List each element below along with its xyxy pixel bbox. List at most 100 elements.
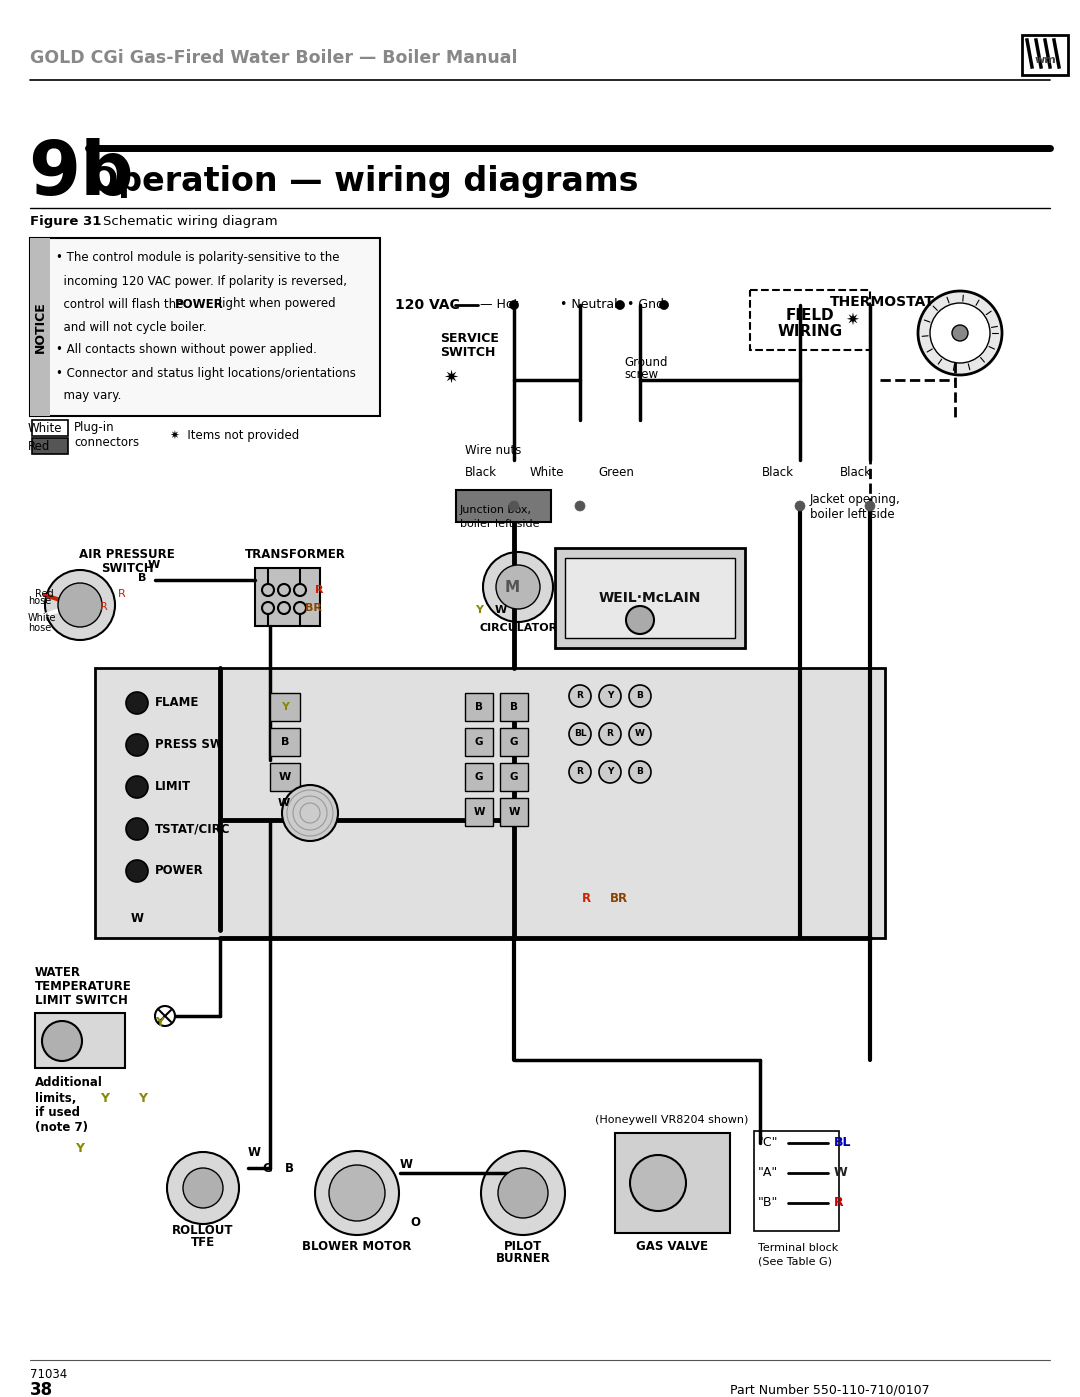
Bar (270, 728, 300, 756)
Text: and will not cycle boiler.: and will not cycle boiler. (56, 320, 206, 334)
Text: Junction box,: Junction box, (460, 504, 532, 515)
Text: White: White (28, 422, 63, 434)
Text: ROLLOUT: ROLLOUT (172, 1224, 233, 1236)
Text: BURNER: BURNER (496, 1253, 551, 1266)
Bar (465, 798, 492, 826)
Circle shape (58, 583, 102, 627)
Text: G: G (510, 738, 518, 747)
Circle shape (510, 300, 518, 310)
Circle shape (167, 1153, 239, 1224)
Text: G: G (510, 773, 518, 782)
Text: BL: BL (834, 1137, 851, 1150)
Text: BR: BR (305, 604, 322, 613)
Bar (1022, 35, 1068, 75)
Circle shape (126, 733, 148, 756)
Text: LIMIT: LIMIT (156, 781, 191, 793)
Text: SERVICE: SERVICE (440, 331, 499, 345)
Circle shape (126, 819, 148, 840)
Circle shape (865, 502, 875, 511)
Text: "C": "C" (758, 1137, 779, 1150)
Text: • Neutral: • Neutral (561, 299, 618, 312)
Text: Y: Y (75, 1141, 84, 1154)
Text: Figure 31: Figure 31 (30, 215, 102, 229)
Text: boiler left side: boiler left side (810, 507, 894, 521)
Text: BLOWER MOTOR: BLOWER MOTOR (302, 1239, 411, 1253)
Text: screw: screw (624, 369, 658, 381)
Text: W: W (400, 1158, 413, 1172)
Text: Ground: Ground (624, 355, 667, 369)
Circle shape (629, 761, 651, 782)
Text: Black: Black (465, 465, 497, 479)
Text: POWER: POWER (175, 298, 224, 310)
Bar (255, 569, 320, 626)
Text: boiler left side: boiler left side (460, 520, 540, 529)
Text: Y: Y (281, 703, 289, 712)
Text: light when powered: light when powered (215, 298, 336, 310)
Bar (32, 439, 68, 454)
Text: WATER: WATER (35, 967, 81, 979)
Bar (32, 420, 68, 436)
Text: (See Table G): (See Table G) (758, 1256, 832, 1266)
Text: • Gnd: • Gnd (627, 299, 664, 312)
Text: Y: Y (607, 767, 613, 777)
Circle shape (660, 300, 669, 310)
Bar (30, 237, 50, 416)
Text: G: G (475, 773, 483, 782)
Text: "B": "B" (758, 1196, 779, 1210)
Circle shape (126, 692, 148, 714)
Text: W: W (131, 911, 144, 925)
Circle shape (569, 761, 591, 782)
Text: "A": "A" (758, 1166, 779, 1179)
Circle shape (951, 326, 968, 341)
Text: connectors: connectors (75, 436, 139, 450)
Bar (750, 291, 870, 351)
Text: W: W (834, 1166, 848, 1179)
Bar (465, 763, 492, 791)
Text: LIMIT SWITCH: LIMIT SWITCH (35, 995, 127, 1007)
Circle shape (156, 1006, 175, 1025)
Circle shape (498, 1168, 548, 1218)
Text: TRANSFORMER: TRANSFORMER (244, 549, 346, 562)
Text: G: G (262, 1161, 272, 1175)
Text: W: W (248, 1147, 261, 1160)
Circle shape (918, 291, 1002, 374)
Circle shape (930, 303, 990, 363)
Text: limits,: limits, (35, 1091, 77, 1105)
Circle shape (329, 1165, 384, 1221)
Circle shape (599, 724, 621, 745)
Text: • The control module is polarity-sensitive to the: • The control module is polarity-sensiti… (56, 251, 339, 264)
Bar (95, 668, 885, 937)
Text: B: B (281, 738, 289, 747)
Circle shape (45, 570, 114, 640)
Circle shape (599, 685, 621, 707)
Text: CIRCULATOR: CIRCULATOR (480, 623, 558, 633)
Text: W: W (279, 773, 292, 782)
Text: — Hot: — Hot (480, 299, 518, 312)
Text: GAS VALVE: GAS VALVE (636, 1239, 708, 1253)
Text: 120 VAC: 120 VAC (395, 298, 460, 312)
Text: Black: Black (762, 465, 794, 479)
Text: PRESS SW: PRESS SW (156, 739, 222, 752)
Text: White: White (530, 465, 565, 479)
Text: R: R (577, 767, 583, 777)
Text: PILOT: PILOT (504, 1239, 542, 1253)
Bar (500, 728, 528, 756)
Text: Terminal block: Terminal block (758, 1243, 838, 1253)
Circle shape (183, 1168, 222, 1208)
Circle shape (629, 685, 651, 707)
Text: wm: wm (1035, 54, 1056, 66)
Text: ✷: ✷ (845, 312, 859, 330)
Circle shape (315, 1151, 399, 1235)
Text: R: R (100, 602, 108, 612)
Text: W: W (473, 807, 485, 817)
Text: hose: hose (28, 623, 51, 633)
Text: R: R (834, 1196, 843, 1210)
Bar (500, 693, 528, 721)
Text: G: G (475, 738, 483, 747)
Text: Red: Red (28, 440, 51, 453)
Bar (500, 763, 528, 791)
Text: Wire nuts: Wire nuts (465, 443, 522, 457)
Text: SWITCH: SWITCH (100, 562, 153, 574)
Text: R: R (315, 585, 324, 595)
Text: Schematic wiring diagram: Schematic wiring diagram (103, 215, 278, 229)
